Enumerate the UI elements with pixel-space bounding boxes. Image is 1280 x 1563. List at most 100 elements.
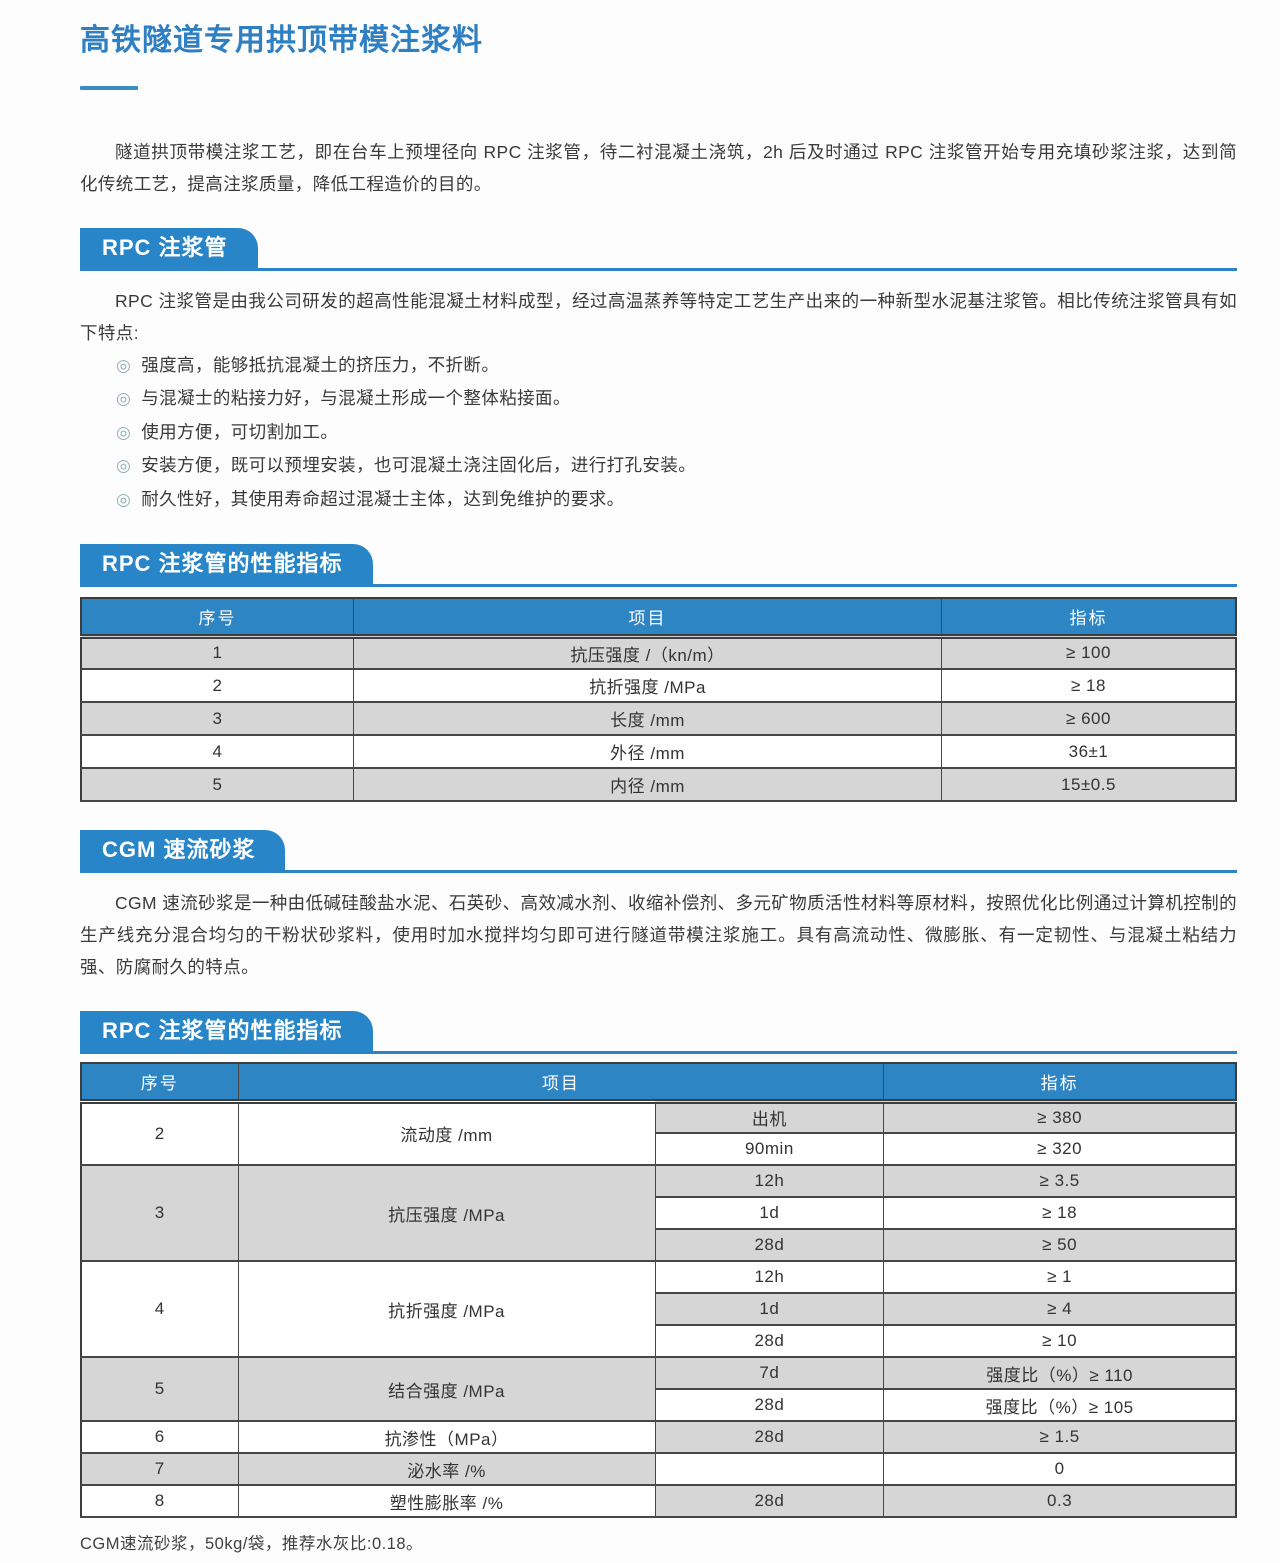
seq-cell: 4	[80, 1260, 239, 1359]
bullet-icon: ◎	[116, 456, 132, 476]
feature-text: 耐久性好，其使用寿命超过混凝士主体，达到免维护的要求。	[141, 488, 625, 509]
seq-cell: 2	[80, 668, 355, 704]
feature-item: ◎ 强度高，能够抵抗混凝土的挤压力，不折断。	[116, 349, 1237, 382]
item-cell: 外径 /mm	[353, 734, 942, 770]
section-head-rpc-specs: RPC 注浆管的性能指标	[80, 544, 1237, 588]
value-cell: ≥ 10	[883, 1324, 1237, 1359]
value-cell: ≥ 380	[883, 1100, 1237, 1135]
value-cell: 0.3	[883, 1484, 1237, 1519]
rpc-spec-table-head: 序号 项目 指标	[80, 597, 1237, 639]
value-cell: 强度比（%）≥ 110	[883, 1356, 1237, 1391]
value-cell: ≥ 50	[883, 1228, 1237, 1263]
column-header: 序号	[80, 597, 355, 639]
seq-cell: 4	[80, 734, 355, 770]
title-underline	[80, 86, 138, 90]
value-cell: ≥ 18	[883, 1196, 1237, 1231]
rpc-spec-table-body: 1 抗压强度 /（kn/m） ≥ 100 2 抗折强度 /MPa ≥ 18 3 长度 /mm ≥…	[80, 635, 1237, 803]
condition-cell: 28d	[654, 1484, 885, 1519]
bullet-icon: ◎	[116, 356, 132, 375]
column-header: 序号	[80, 1062, 239, 1104]
feature-text: 强度高，能够抵抗混凝土的挤压力，不折断。	[141, 355, 500, 375]
value-cell: 0	[883, 1452, 1237, 1487]
seq-cell: 7	[80, 1452, 239, 1487]
footnote: CGM速流砂浆，50kg/袋，推荐水灰比:0.18。	[80, 1535, 424, 1554]
section-badge-rpc: RPC 注浆管	[80, 228, 258, 268]
table-row: 1d ≥ 4	[81, 1292, 1237, 1327]
document-page: 高铁隧道专用拱顶带模注浆料 隧道拱顶带模注浆工艺，即在台车上预埋径向 RPC 注…	[0, 22, 1280, 1554]
table-row: 28d ≥ 10	[81, 1324, 1237, 1359]
item-cell: 泌水率 /%	[237, 1452, 656, 1487]
cgm-spec-table: 序号 项目 指标 2 流动度 /mm 出机 ≥ 380 90min ≥ 320 3 抗压强度 /M…	[80, 1062, 1237, 1519]
feature-item: ◎ 使用方便，可切割加工。	[116, 416, 1237, 449]
item-cell: 抗压强度 /MPa	[237, 1164, 656, 1263]
value-cell: ≥ 600	[940, 701, 1237, 737]
table-row: 6 抗渗性（MPa） 28d ≥ 1.5	[80, 1420, 1237, 1455]
section-head-cgm-specs: RPC 注浆管的性能指标	[80, 1011, 1237, 1055]
condition-cell: 1d	[654, 1196, 885, 1231]
feature-item: ◎ 与混凝士的粘接力好，与混凝土形成一个整体粘接面。	[116, 382, 1237, 415]
item-cell: 结合强度 /MPa	[237, 1356, 656, 1423]
feature-text: 安装方便，既可以预埋安装，也可混凝土浇注固化后，进行打孔安装。	[141, 455, 697, 476]
value-cell: ≥ 100	[940, 635, 1237, 671]
column-header: 指标	[883, 1062, 1237, 1104]
value-cell: 15±0.5	[940, 767, 1237, 803]
column-header: 项目	[353, 597, 942, 639]
section-head-rpc: RPC 注浆管	[80, 228, 1237, 271]
condition-cell: 28d	[654, 1228, 885, 1263]
section-badge-cgm-specs: RPC 注浆管的性能指标	[80, 1011, 373, 1052]
value-cell: ≥ 4	[883, 1292, 1237, 1327]
condition-cell: 出机	[654, 1100, 885, 1135]
table-row: 28d ≥ 50	[81, 1228, 1237, 1263]
seq-cell: 5	[80, 767, 355, 803]
condition-cell: 7d	[654, 1356, 885, 1391]
section-badge-cgm: CGM 速流砂浆	[80, 830, 286, 871]
condition-cell: 12h	[654, 1260, 885, 1295]
bullet-icon: ◎	[116, 489, 132, 509]
table-row: 5 内径 /mm 15±0.5	[80, 767, 1237, 803]
seq-cell: 2	[80, 1100, 239, 1167]
bullet-icon: ◎	[116, 422, 132, 442]
table-row: 8 塑性膨胀率 /% 28d 0.3	[80, 1484, 1237, 1519]
feature-item: ◎ 安装方便，既可以预埋安装，也可混凝土浇注固化后，进行打孔安装。	[116, 449, 1237, 482]
item-cell: 抗折强度 /MPa	[353, 668, 942, 704]
value-cell: ≥ 320	[883, 1132, 1237, 1167]
table-row: 28d 强度比（%）≥ 105	[81, 1388, 1237, 1423]
item-cell: 抗折强度 /MPa	[237, 1260, 656, 1359]
table-row: 1 抗压强度 /（kn/m） ≥ 100	[80, 635, 1237, 671]
item-cell: 抗渗性（MPa）	[237, 1420, 656, 1455]
table-row: 90min ≥ 320	[81, 1132, 1237, 1167]
condition-cell: 1d	[654, 1292, 885, 1327]
section-head-cgm: CGM 速流砂浆	[80, 830, 1237, 874]
item-cell: 流动度 /mm	[237, 1100, 656, 1167]
feature-text: 使用方便，可切割加工。	[141, 421, 339, 442]
condition-cell: 12h	[654, 1164, 885, 1199]
seq-cell: 3	[80, 1164, 239, 1263]
item-cell: 内径 /mm	[353, 767, 942, 803]
feature-item: ◎ 耐久性好，其使用寿命超过混凝士主体，达到免维护的要求。	[116, 483, 1237, 516]
value-cell: 36±1	[940, 734, 1237, 770]
value-cell: ≥ 18	[940, 668, 1237, 704]
rpc-spec-table: 序号 项目 指标 1 抗压强度 /（kn/m） ≥ 100 2 抗折强度 /MPa ≥ 18 3…	[80, 597, 1237, 803]
table-row: 5 结合强度 /MPa 7d 强度比（%）≥ 110	[80, 1356, 1237, 1423]
table-row: 7 泌水率 /% 0	[80, 1452, 1237, 1487]
table-header-row: 序号 项目 指标	[80, 1062, 1237, 1104]
item-cell: 塑性膨胀率 /%	[237, 1484, 656, 1519]
value-cell: ≥ 1	[883, 1260, 1237, 1295]
intro-paragraph: 隧道拱顶带模注浆工艺，即在台车上预埋径向 RPC 注浆管，待二衬混凝土浇筑，2h…	[80, 142, 1237, 194]
value-cell: ≥ 3.5	[883, 1164, 1237, 1199]
seq-cell: 6	[80, 1420, 239, 1455]
cgm-spec-table-body: 2 流动度 /mm 出机 ≥ 380 90min ≥ 320 3 抗压强度 /MPa 12h ≥ …	[80, 1100, 1237, 1519]
bullet-icon: ◎	[116, 389, 132, 409]
cgm-spec-table-head: 序号 项目 指标	[80, 1062, 1237, 1104]
rpc-feature-list: ◎ 强度高，能够抵抗混凝土的挤压力，不折断。 ◎ 与混凝士的粘接力好，与混凝土形成一个…	[80, 349, 1237, 516]
table-row: 3 长度 /mm ≥ 600	[80, 701, 1237, 737]
rpc-description: RPC 注浆管是由我公司研发的超高性能混凝土材料成型，经过高温蒸养等特定工艺生产…	[80, 291, 1237, 343]
seq-cell: 3	[80, 701, 355, 737]
seq-cell: 1	[80, 635, 355, 671]
item-cell: 长度 /mm	[353, 701, 942, 737]
condition-cell	[654, 1452, 885, 1487]
table-row: 4 抗折强度 /MPa 12h ≥ 1	[80, 1260, 1237, 1359]
condition-cell: 28d	[654, 1420, 885, 1455]
column-header: 指标	[940, 597, 1237, 639]
condition-cell: 28d	[654, 1388, 885, 1423]
